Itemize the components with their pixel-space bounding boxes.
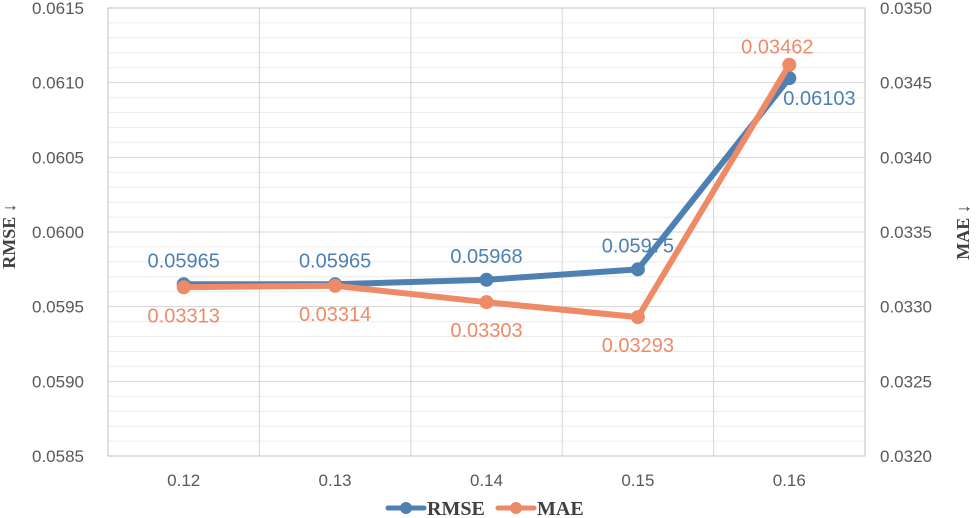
legend-marker-mae [510, 502, 522, 514]
legend-item-rmse: RMSE [385, 498, 485, 518]
legend: RMSE MAE [385, 498, 584, 518]
mae-point [176, 280, 191, 295]
y-tick-right-label: 0.0325 [880, 372, 932, 391]
major-gridlines [108, 8, 865, 456]
y-tick-left-label: 0.0585 [32, 447, 84, 466]
y-tick-left-label: 0.0590 [32, 372, 84, 391]
x-tick-label: 0.12 [167, 471, 200, 490]
y-tick-right-label: 0.0330 [880, 298, 932, 317]
mae-data-label: 0.03293 [602, 335, 674, 357]
mae-point [782, 57, 797, 72]
y-tick-right-label: 0.0340 [880, 148, 932, 167]
x-tick-label: 0.14 [470, 471, 503, 490]
y-tick-left-label: 0.0600 [32, 223, 84, 242]
mae-point [328, 278, 343, 293]
legend-label-mae: MAE [537, 498, 584, 518]
plot-frame [107, 7, 866, 457]
y-tick-left-label: 0.0605 [32, 148, 84, 167]
data-labels: 0.05965 0.05965 0.05968 0.05975 0.06103 0.033… [148, 37, 856, 357]
x-tick-label: 0.15 [621, 471, 654, 490]
y-tick-right-label: 0.0335 [880, 223, 932, 242]
y-tick-left-label: 0.0615 [32, 0, 84, 18]
right-axis-ticks: 0.0320 0.0325 0.0330 0.0335 0.0340 0.0345 0.03… [880, 0, 932, 466]
rmse-data-label: 0.06103 [783, 88, 855, 110]
mae-data-label: 0.03313 [148, 305, 220, 327]
left-axis-ticks: 0.0585 0.0590 0.0595 0.0600 0.0605 0.0610 0.06… [32, 0, 84, 466]
rmse-data-label: 0.05965 [299, 250, 371, 272]
legend-marker-rmse [400, 502, 412, 514]
mae-point [479, 295, 494, 310]
mae-point [630, 310, 645, 325]
minor-gridlines [108, 22, 865, 442]
rmse-data-label: 0.05968 [450, 246, 522, 268]
rmse-point [479, 272, 494, 287]
legend-label-rmse: RMSE [427, 498, 485, 518]
mae-data-label: 0.03462 [741, 37, 813, 59]
y-tick-right-label: 0.0320 [880, 447, 932, 466]
x-tick-label: 0.16 [773, 471, 806, 490]
y-axis-right-title: MAE ↓ [953, 204, 973, 260]
y-axis-left-title: RMSE ↓ [0, 203, 19, 269]
rmse-data-label: 0.05965 [148, 250, 220, 272]
y-tick-left-label: 0.0610 [32, 74, 84, 93]
series-group [176, 57, 797, 325]
rmse-data-label: 0.05975 [602, 235, 674, 257]
legend-item-mae: MAE [495, 498, 584, 518]
plot-border [107, 7, 866, 457]
y-tick-right-label: 0.0345 [880, 74, 932, 93]
rmse-point [630, 262, 645, 277]
x-axis-ticks: 0.12 0.13 0.14 0.15 0.16 [167, 471, 806, 490]
mae-data-label: 0.03303 [450, 320, 522, 342]
mae-data-label: 0.03314 [299, 304, 371, 326]
y-tick-left-label: 0.0595 [32, 298, 84, 317]
x-tick-label: 0.13 [319, 471, 352, 490]
y-tick-right-label: 0.0350 [880, 0, 932, 18]
